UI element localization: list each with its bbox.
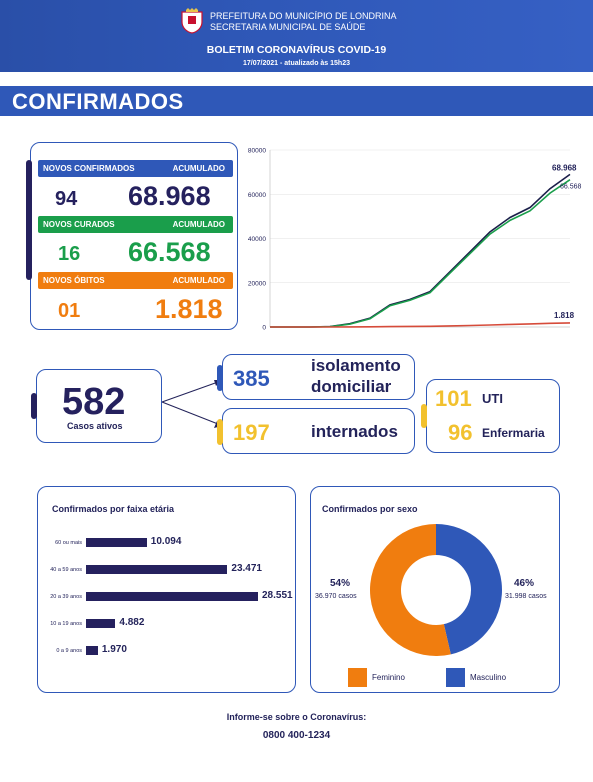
isolation-accent	[217, 365, 223, 391]
hospital-label: internados	[311, 422, 398, 441]
stats-accent-stripe	[26, 160, 32, 280]
confirmed-label: NOVOS CONFIRMADOS	[43, 164, 135, 173]
series-end-label-0: 68.968	[552, 163, 577, 172]
deaths-header-bar: NOVOS ÓBITOS ACUMULADO	[38, 272, 233, 289]
male-legend-swatch	[446, 668, 465, 687]
age-bar	[86, 565, 228, 574]
isolation-label-2: domiciliar	[311, 377, 392, 396]
isolation-card	[222, 354, 415, 400]
y-tick-label: 0	[262, 325, 266, 332]
recovered-label: NOVOS CURADOS	[43, 220, 115, 229]
ward-label: Enfermaria	[482, 426, 545, 440]
hospital-breakdown-accent	[421, 404, 427, 428]
age-bar	[86, 592, 258, 601]
confirmed-new: 94	[55, 188, 78, 210]
hospital-value: 197	[233, 420, 270, 445]
section-title: CONFIRMADOS	[12, 89, 184, 114]
male-slice	[436, 524, 503, 655]
recovered-acc-label: ACUMULADO	[172, 220, 225, 229]
age-row-label: 0 a 9 anos	[56, 648, 82, 654]
age-bar-chart: 60 ou mais 10.094 40 a 59 anos 23.471 20 a 3…	[22, 536, 302, 668]
age-bar-value: 28.551	[262, 590, 293, 601]
age-row-label: 20 a 39 anos	[50, 594, 82, 600]
bulletin-date: 17/07/2021 - atualizado às 15h23	[242, 60, 350, 67]
female-slice	[370, 524, 451, 656]
header-line2: SECRETARIA MUNICIPAL DE SAÚDE	[210, 22, 366, 32]
confirmed-total: 68.968	[128, 181, 211, 211]
age-chart-title: Confirmados por faixa etária	[52, 504, 175, 514]
cumulative-line-chart: 80000 60000 40000 20000 0 68.968 66.568 1.818	[248, 148, 582, 332]
hospital-card	[222, 408, 415, 454]
y-tick-label: 60000	[248, 192, 266, 199]
active-total-label: Casos ativos	[67, 421, 123, 431]
footer-line1: Informe-se sobre o Coronavírus:	[226, 712, 367, 722]
female-legend-swatch	[348, 668, 367, 687]
isolation-value: 385	[233, 366, 270, 391]
header-banner: PREFEITURA DO MUNICÍPIO DE LONDRINA SECR…	[0, 0, 593, 72]
hospital-breakdown-card	[426, 379, 560, 453]
city-crest-icon	[181, 8, 203, 34]
age-bar-value: 4.882	[119, 617, 145, 628]
uti-label: UTI	[482, 391, 503, 406]
age-bar	[86, 646, 98, 655]
age-bar-value: 23.471	[231, 563, 262, 574]
active-cases-card	[36, 369, 162, 443]
female-pct: 54%	[330, 578, 351, 589]
sex-donut-chart	[370, 524, 503, 656]
series-line-1	[270, 179, 571, 328]
bulletin-title: BOLETIM CORONAVÍRUS COVID-19	[206, 44, 387, 56]
footer-phone[interactable]: 0800 400-1234	[262, 730, 331, 741]
confirmed-acc-label: ACUMULADO	[172, 164, 225, 173]
hospital-accent	[217, 419, 223, 445]
age-row-label: 10 a 19 anos	[50, 621, 82, 627]
series-end-label-1: 66.568	[560, 184, 582, 191]
male-cases: 31.998 casos	[505, 593, 547, 600]
male-legend-label: Masculino	[470, 673, 507, 682]
series-end-label-2: 1.818	[554, 311, 575, 320]
age-bar	[86, 619, 116, 628]
deaths-acc-label: ACUMULADO	[172, 276, 225, 285]
y-tick-label: 40000	[248, 236, 266, 243]
active-accent	[31, 393, 37, 419]
ward-value: 96	[448, 420, 473, 445]
female-legend-label: Feminino	[372, 673, 405, 682]
confirmed-header-bar: NOVOS CONFIRMADOS ACUMULADO	[38, 160, 233, 177]
section-banner: CONFIRMADOS	[0, 86, 593, 116]
age-row-label: 40 a 59 anos	[50, 567, 82, 573]
deaths-total: 1.818	[155, 294, 223, 324]
deaths-label: NOVOS ÓBITOS	[43, 276, 105, 285]
male-pct: 46%	[514, 578, 535, 589]
y-tick-label: 20000	[248, 280, 266, 287]
female-cases: 36.970 casos	[315, 593, 357, 600]
deaths-new: 01	[58, 300, 81, 322]
active-total: 582	[62, 381, 126, 423]
age-chart-card	[37, 486, 296, 693]
recovered-new: 16	[58, 243, 81, 265]
sex-chart-card	[310, 486, 560, 693]
age-bar-value: 10.094	[150, 536, 182, 547]
isolation-label-1: isolamento	[311, 356, 401, 375]
uti-value: 101	[435, 386, 472, 411]
recovered-total: 66.568	[128, 237, 211, 267]
series-line-0	[270, 173, 571, 328]
series-line-2	[270, 322, 571, 328]
header-line1: PREFEITURA DO MUNICÍPIO DE LONDRINA	[210, 11, 397, 21]
recovered-header-bar: NOVOS CURADOS ACUMULADO	[38, 216, 233, 233]
age-bar-value: 1.970	[101, 644, 127, 655]
sex-chart-title: Confirmados por sexo	[322, 504, 418, 514]
age-bar	[86, 538, 147, 547]
age-row-label: 60 ou mais	[55, 540, 82, 546]
y-tick-label: 80000	[248, 148, 266, 155]
